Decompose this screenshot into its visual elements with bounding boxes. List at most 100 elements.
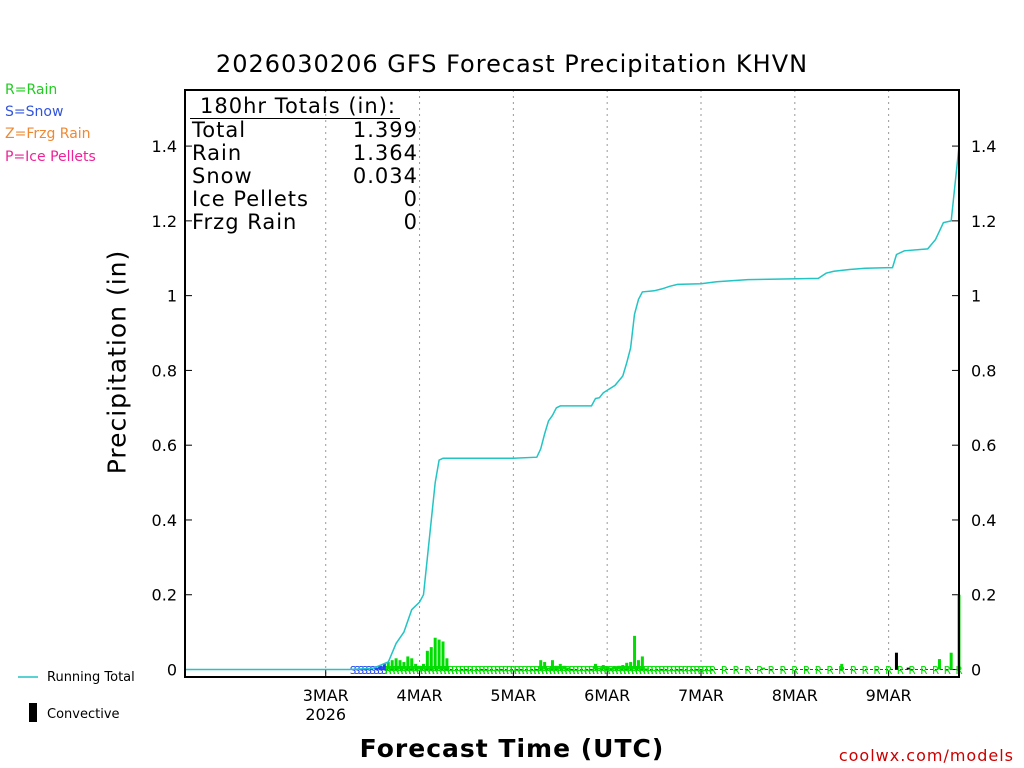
precip-bar xyxy=(406,656,410,670)
precip-bar xyxy=(398,660,402,670)
ptype-marker: R xyxy=(616,664,623,677)
precip-bar xyxy=(410,658,414,670)
legend-item: R=Rain xyxy=(5,82,58,98)
ptype-marker: R xyxy=(756,664,763,677)
ptype-marker: R xyxy=(436,664,443,677)
precip-bar xyxy=(609,667,613,670)
precip-bar xyxy=(421,663,425,670)
ptype-marker: R xyxy=(565,664,572,677)
precip-bar xyxy=(441,641,445,670)
ptype-marker: R xyxy=(518,664,525,677)
precip-bar xyxy=(543,662,547,670)
ptype-marker: R xyxy=(815,664,822,677)
precip-bar xyxy=(554,665,558,670)
ptype-marker: R xyxy=(491,664,498,677)
ptype-marker: R xyxy=(596,664,603,677)
precip-bar xyxy=(601,665,605,670)
ptype-marker: R xyxy=(463,664,470,677)
y-tick-label-left: 0.2 xyxy=(152,586,177,605)
ptype-marker: R xyxy=(420,664,427,677)
precip-bar xyxy=(445,658,449,670)
totals-row-label: Snow xyxy=(192,164,253,188)
totals-row-label: Total xyxy=(192,118,247,142)
x-tick-label: 5MAR xyxy=(490,686,536,705)
precip-bar xyxy=(394,658,398,670)
y-tick-label-left: 0 xyxy=(167,661,177,680)
precip-bar xyxy=(636,660,640,670)
precip-bar xyxy=(375,667,379,670)
totals-row: Frzg Rain 0 xyxy=(190,211,420,234)
ptype-marker: R xyxy=(623,664,630,677)
precip-bar xyxy=(633,635,637,670)
y-tick-label-right: 0.8 xyxy=(971,361,996,380)
ptype-marker: R xyxy=(475,664,482,677)
ptype-marker: R xyxy=(483,664,490,677)
ptype-marker: R xyxy=(553,664,560,677)
y-tick-label-left: 1.4 xyxy=(152,137,177,156)
ptype-marker: R xyxy=(385,664,392,677)
precip-bar xyxy=(593,663,597,670)
ptype-marker: S xyxy=(354,664,361,677)
plot-frame xyxy=(184,89,960,678)
y-tick-label-right: 0 xyxy=(971,661,981,680)
ptype-marker: R xyxy=(487,664,494,677)
ptype-marker: R xyxy=(569,664,576,677)
ptype-marker: R xyxy=(580,664,587,677)
ptype-marker: R xyxy=(600,664,607,677)
ptype-marker: R xyxy=(549,664,556,677)
totals-row-label: Ice Pellets xyxy=(192,187,309,211)
ptype-marker: R xyxy=(389,664,396,677)
y-tick-label-left: 0.6 xyxy=(152,436,177,455)
ptype-marker: R xyxy=(428,664,435,677)
totals-row-label: Rain xyxy=(192,141,243,165)
ptype-marker: R xyxy=(686,664,693,677)
y-tick-label-right: 0.2 xyxy=(971,586,996,605)
ptype-marker: R xyxy=(573,664,580,677)
precip-bar xyxy=(558,663,562,670)
ptype-marker: S xyxy=(350,664,357,677)
ptype-marker: R xyxy=(467,664,474,677)
ptype-marker: R xyxy=(612,664,619,677)
ptype-marker: R xyxy=(627,664,634,677)
ptype-marker: R xyxy=(651,664,658,677)
ptype-marker: R xyxy=(471,664,478,677)
ptype-marker: R xyxy=(397,664,404,677)
ptype-marker: R xyxy=(733,664,740,677)
y-tick-label-left: 1 xyxy=(167,287,177,306)
ptype-marker: R xyxy=(780,664,787,677)
source-credit: coolwx.com/models xyxy=(838,746,1014,765)
precip-bar xyxy=(617,665,621,670)
totals-row: Rain 1.364 xyxy=(190,142,420,165)
ptype-marker: R xyxy=(412,664,419,677)
totals-row-value: 0 xyxy=(403,210,418,234)
ptype-marker: R xyxy=(862,664,869,677)
totals-row: Total 1.399 xyxy=(190,119,420,142)
ptype-marker: R xyxy=(721,664,728,677)
ptype-marker: R xyxy=(401,664,408,677)
ptype-marker: R xyxy=(690,664,697,677)
precip-bar xyxy=(547,667,551,670)
precip-bar xyxy=(605,666,609,670)
ptype-marker: R xyxy=(584,664,591,677)
precip-bar xyxy=(378,665,382,670)
y-tick-label-left: 0.4 xyxy=(152,511,177,530)
precip-bar xyxy=(949,652,953,670)
ptype-marker: R xyxy=(557,664,564,677)
ptype-marker: R xyxy=(479,664,486,677)
ptype-marker: R xyxy=(659,664,666,677)
ptype-marker: R xyxy=(694,664,701,677)
totals-row: Snow 0.034 xyxy=(190,165,420,188)
precip-bar xyxy=(425,650,429,670)
precip-bar xyxy=(640,656,644,670)
ptype-marker: R xyxy=(768,664,775,677)
running-total-legend-label: Running Total xyxy=(47,670,135,685)
ptype-marker: R xyxy=(608,664,615,677)
precip-bar xyxy=(386,662,390,670)
ptype-marker: R xyxy=(909,664,916,677)
ptype-marker: R xyxy=(897,664,904,677)
ptype-marker: R xyxy=(631,664,638,677)
ptype-marker: S xyxy=(358,664,365,677)
ptype-marker: R xyxy=(514,664,521,677)
y-tick-label-right: 1.2 xyxy=(971,212,996,231)
